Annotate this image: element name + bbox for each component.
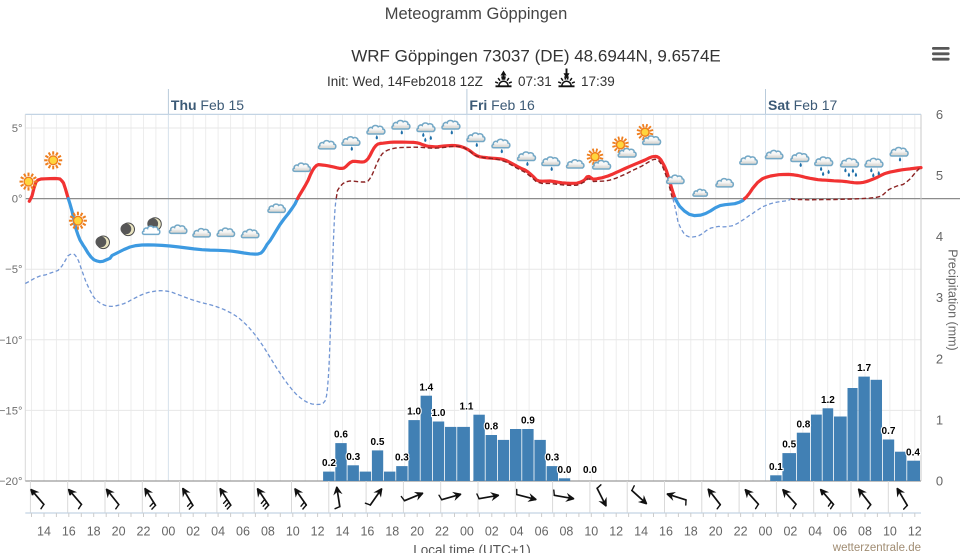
svg-text:08: 08	[261, 525, 275, 539]
svg-text:14: 14	[634, 525, 648, 539]
svg-text:08: 08	[858, 525, 872, 539]
svg-text:Fri Feb 16: Fri Feb 16	[469, 97, 535, 113]
svg-text:08: 08	[559, 525, 573, 539]
svg-text:1.0: 1.0	[407, 407, 421, 418]
svg-text:06: 06	[833, 525, 847, 539]
svg-text:−5°: −5°	[5, 264, 22, 276]
svg-text:10: 10	[584, 525, 598, 539]
svg-text:22: 22	[435, 525, 449, 539]
svg-text:14: 14	[37, 525, 51, 539]
svg-text:1.2: 1.2	[821, 395, 835, 406]
svg-text:07:31: 07:31	[518, 74, 552, 89]
svg-text:04: 04	[510, 525, 524, 539]
svg-text:Init: Wed, 14Feb2018 12Z: Init: Wed, 14Feb2018 12Z	[327, 74, 483, 89]
svg-text:−15°: −15°	[0, 405, 23, 417]
svg-text:22: 22	[137, 525, 151, 539]
svg-text:0.1: 0.1	[769, 462, 783, 473]
svg-text:0.5: 0.5	[782, 440, 796, 451]
svg-text:18: 18	[87, 525, 101, 539]
svg-text:0.3: 0.3	[395, 453, 409, 464]
svg-text:18: 18	[385, 525, 399, 539]
svg-text:wetterzentrale.de: wetterzentrale.de	[832, 542, 921, 553]
svg-text:0.4: 0.4	[906, 447, 920, 458]
svg-text:10: 10	[286, 525, 300, 539]
svg-text:2: 2	[936, 351, 943, 366]
svg-text:20: 20	[410, 525, 424, 539]
svg-text:16: 16	[659, 525, 673, 539]
svg-text:0.9: 0.9	[521, 416, 535, 427]
svg-text:22: 22	[734, 525, 748, 539]
svg-text:00: 00	[161, 525, 175, 539]
svg-text:0.8: 0.8	[796, 419, 810, 430]
svg-text:5°: 5°	[12, 123, 23, 135]
svg-text:1.0: 1.0	[432, 408, 446, 419]
svg-text:−10°: −10°	[0, 335, 23, 347]
svg-text:1.4: 1.4	[419, 382, 433, 393]
svg-text:0: 0	[936, 474, 943, 489]
svg-text:12: 12	[609, 525, 623, 539]
svg-text:1.1: 1.1	[460, 401, 474, 412]
svg-text:20: 20	[112, 525, 126, 539]
svg-text:02: 02	[186, 525, 200, 539]
svg-text:06: 06	[236, 525, 250, 539]
svg-text:Thu Feb 15: Thu Feb 15	[171, 97, 244, 113]
svg-text:Sat Feb 17: Sat Feb 17	[768, 97, 837, 113]
svg-text:0.7: 0.7	[882, 426, 896, 437]
svg-text:14: 14	[336, 525, 350, 539]
svg-text:10: 10	[883, 525, 897, 539]
svg-text:0.0: 0.0	[583, 465, 597, 476]
svg-text:Precipitation (mm): Precipitation (mm)	[946, 249, 960, 350]
svg-text:18: 18	[684, 525, 698, 539]
svg-text:4: 4	[936, 229, 943, 244]
svg-text:00: 00	[759, 525, 773, 539]
svg-text:0.3: 0.3	[545, 453, 559, 464]
svg-text:00: 00	[460, 525, 474, 539]
svg-text:0.8: 0.8	[484, 422, 498, 433]
svg-text:0.5: 0.5	[371, 437, 385, 448]
svg-text:0.3: 0.3	[346, 452, 360, 463]
svg-text:12: 12	[311, 525, 325, 539]
svg-text:3: 3	[936, 290, 943, 305]
svg-text:06: 06	[535, 525, 549, 539]
svg-text:Meteogramm Göppingen: Meteogramm Göppingen	[385, 5, 568, 23]
svg-text:16: 16	[62, 525, 76, 539]
svg-text:Local time (UTC+1): Local time (UTC+1)	[413, 543, 530, 553]
svg-text:0°: 0°	[12, 194, 23, 206]
svg-text:0.2: 0.2	[322, 458, 336, 469]
svg-text:20: 20	[709, 525, 723, 539]
svg-text:17:39: 17:39	[581, 74, 615, 89]
svg-text:0.6: 0.6	[334, 430, 348, 441]
svg-text:04: 04	[808, 525, 822, 539]
svg-text:6: 6	[936, 107, 943, 122]
svg-text:16: 16	[360, 525, 374, 539]
svg-text:0.0: 0.0	[558, 465, 572, 476]
svg-text:12: 12	[908, 525, 922, 539]
svg-text:WRF Göppingen 73037 (DE) 48.69: WRF Göppingen 73037 (DE) 48.6944N, 9.657…	[351, 47, 721, 66]
svg-text:04: 04	[211, 525, 225, 539]
svg-text:5: 5	[936, 168, 943, 183]
svg-text:1.7: 1.7	[857, 363, 871, 374]
svg-text:−20°: −20°	[0, 476, 23, 488]
svg-text:1: 1	[936, 412, 943, 427]
svg-text:02: 02	[485, 525, 499, 539]
svg-text:02: 02	[783, 525, 797, 539]
